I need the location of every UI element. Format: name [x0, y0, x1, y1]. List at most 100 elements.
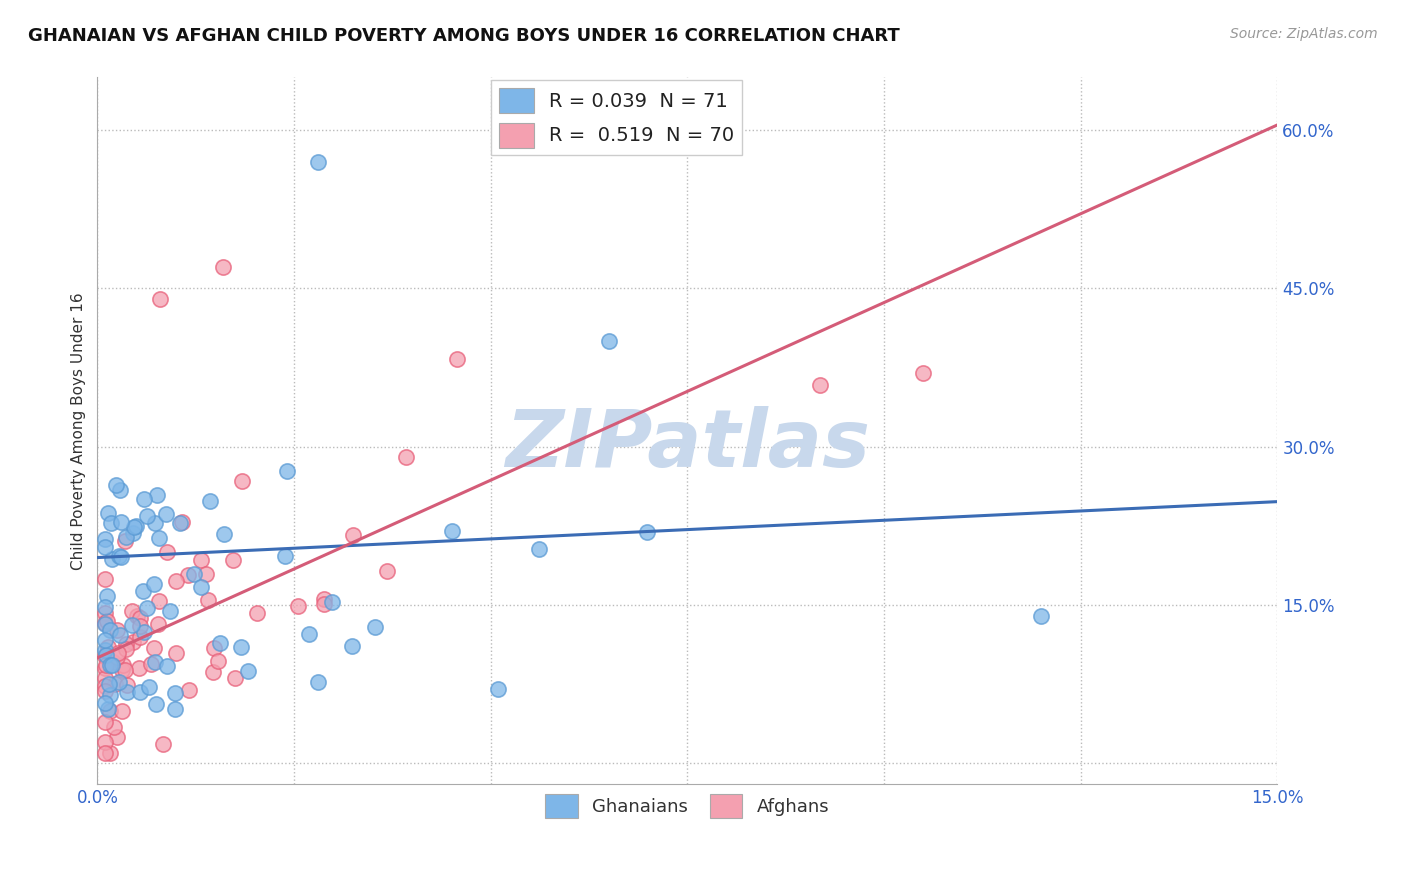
Point: [136, 601, 159, 615]
Point: [114, 637, 136, 651]
Point: [190, 553, 212, 567]
Point: [94, 606, 117, 620]
Point: [94, 616, 117, 631]
Point: [129, 618, 152, 632]
Point: [183, 567, 205, 582]
Point: [94, 649, 117, 664]
Point: [110, 483, 132, 498]
Point: [197, 593, 219, 607]
Point: [156, 544, 179, 558]
Point: [224, 671, 246, 685]
Point: [111, 705, 134, 719]
Point: [912, 366, 935, 380]
Point: [108, 674, 131, 689]
Point: [94, 735, 117, 749]
Point: [143, 656, 166, 670]
Point: [97, 640, 120, 654]
Point: [222, 552, 245, 566]
Point: [446, 351, 468, 366]
Point: [342, 639, 364, 653]
Text: GHANAIAN VS AFGHAN CHILD POVERTY AMONG BOYS UNDER 16 CORRELATION CHART: GHANAIAN VS AFGHAN CHILD POVERTY AMONG B…: [28, 27, 900, 45]
Point: [155, 508, 177, 522]
Point: [94, 661, 117, 675]
Text: Source: ZipAtlas.com: Source: ZipAtlas.com: [1230, 27, 1378, 41]
Point: [100, 516, 122, 531]
Point: [195, 566, 218, 581]
Point: [107, 646, 129, 660]
Text: ZIPatlas: ZIPatlas: [505, 406, 870, 484]
Point: [103, 655, 125, 669]
Point: [148, 531, 170, 545]
Point: [97, 702, 120, 716]
Point: [115, 641, 138, 656]
Point: [125, 608, 148, 623]
Point: [375, 564, 398, 578]
Point: [321, 595, 343, 609]
Point: [246, 606, 269, 620]
Point: [156, 659, 179, 673]
Point: [94, 616, 117, 631]
Point: [395, 450, 418, 464]
Point: [94, 679, 117, 693]
Point: [104, 677, 127, 691]
Point: [145, 698, 167, 712]
Point: [440, 524, 463, 538]
Point: [143, 516, 166, 531]
Point: [488, 681, 510, 696]
Point: [314, 597, 336, 611]
Point: [307, 154, 329, 169]
Point: [94, 540, 117, 554]
Point: [96, 589, 118, 603]
Point: [364, 620, 387, 634]
Point: [94, 599, 117, 614]
Point: [105, 478, 128, 492]
Point: [138, 680, 160, 694]
Y-axis label: Child Poverty Among Boys Under 16: Child Poverty Among Boys Under 16: [72, 292, 86, 570]
Point: [1031, 608, 1053, 623]
Point: [94, 658, 117, 673]
Point: [129, 685, 152, 699]
Point: [163, 702, 186, 716]
Point: [134, 624, 156, 639]
Point: [114, 663, 136, 677]
Point: [110, 515, 132, 529]
Point: [342, 528, 364, 542]
Point: [111, 663, 134, 677]
Point: [172, 516, 194, 530]
Point: [146, 488, 169, 502]
Point: [94, 532, 117, 546]
Point: [209, 636, 232, 650]
Point: [202, 640, 225, 655]
Point: [117, 678, 139, 692]
Point: [121, 604, 143, 618]
Point: [94, 572, 117, 586]
Point: [207, 654, 229, 668]
Point: [101, 657, 124, 672]
Point: [94, 696, 117, 710]
Point: [94, 643, 117, 657]
Point: [143, 640, 166, 655]
Point: [94, 648, 117, 662]
Point: [169, 516, 191, 530]
Point: [229, 640, 252, 654]
Point: [94, 684, 117, 698]
Point: [298, 627, 321, 641]
Point: [94, 746, 117, 760]
Point: [98, 746, 121, 760]
Point: [114, 533, 136, 548]
Point: [121, 618, 143, 632]
Point: [94, 671, 117, 685]
Point: [121, 635, 143, 649]
Point: [527, 541, 550, 556]
Point: [129, 630, 152, 644]
Point: [212, 260, 235, 275]
Point: [177, 568, 200, 582]
Point: [146, 616, 169, 631]
Point: [115, 531, 138, 545]
Point: [94, 633, 117, 648]
Point: [122, 526, 145, 541]
Point: [163, 685, 186, 699]
Point: [105, 623, 128, 637]
Point: [96, 614, 118, 628]
Point: [98, 688, 121, 702]
